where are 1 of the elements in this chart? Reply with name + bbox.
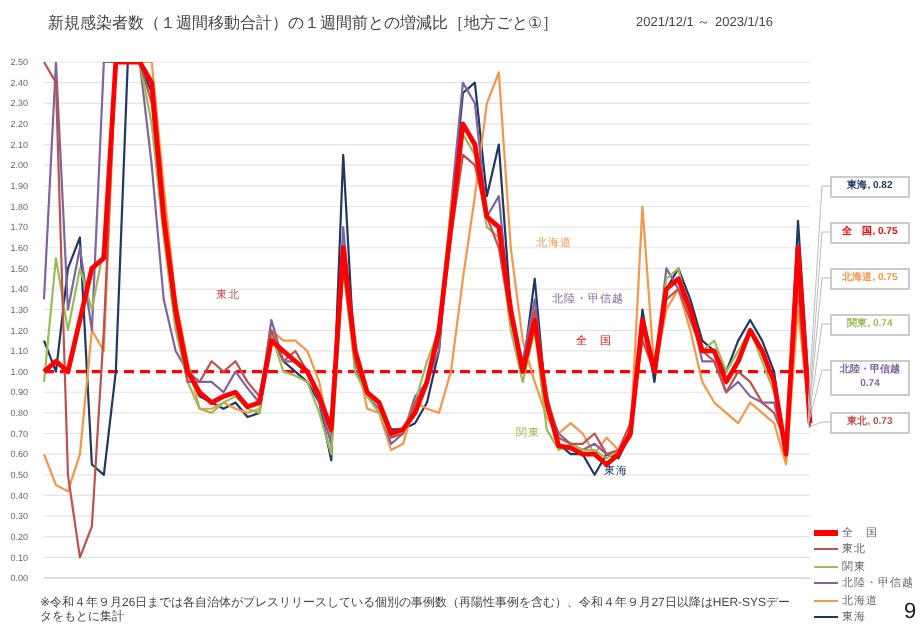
text: 9 <box>904 600 917 624</box>
